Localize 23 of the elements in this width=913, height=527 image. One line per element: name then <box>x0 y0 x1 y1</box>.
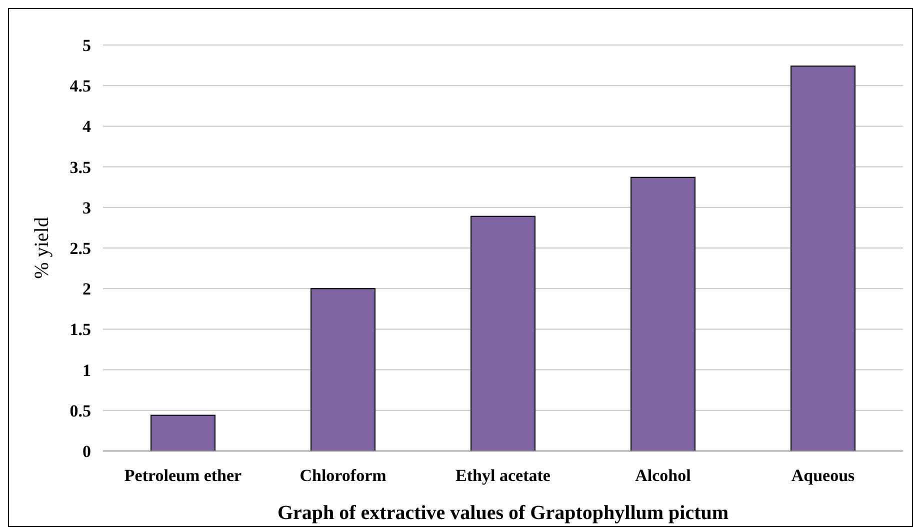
y-tick-label: 5 <box>82 36 91 55</box>
x-axis-title: Graph of extractive values of Graptophyllum pictum <box>277 502 729 524</box>
x-tick-label: Petroleum ether <box>124 466 242 485</box>
y-tick-label: 2 <box>82 280 91 299</box>
y-axis-title: % yield <box>31 217 53 279</box>
y-tick-label: 3.5 <box>70 158 91 177</box>
y-tick-label: 1.5 <box>70 320 91 340</box>
x-tick-label: Alcohol <box>635 466 692 485</box>
bar <box>150 414 216 452</box>
bar <box>790 66 856 452</box>
y-tick-label: 1 <box>82 360 91 380</box>
y-tick-label: 0 <box>82 442 91 461</box>
x-tick-label: Aqueous <box>791 466 856 485</box>
y-tick-label: 4.5 <box>70 76 91 96</box>
y-tick-label: 3 <box>82 198 91 218</box>
bar <box>630 176 696 452</box>
bar <box>310 288 376 452</box>
x-tick-label: Chloroform <box>300 466 386 485</box>
x-tick-label: Ethyl acetate <box>456 466 551 485</box>
y-tick-label: 0.5 <box>70 401 91 420</box>
bar <box>470 216 536 452</box>
y-tick-label: 2.5 <box>70 238 91 258</box>
y-tick-label: 4 <box>82 117 92 136</box>
